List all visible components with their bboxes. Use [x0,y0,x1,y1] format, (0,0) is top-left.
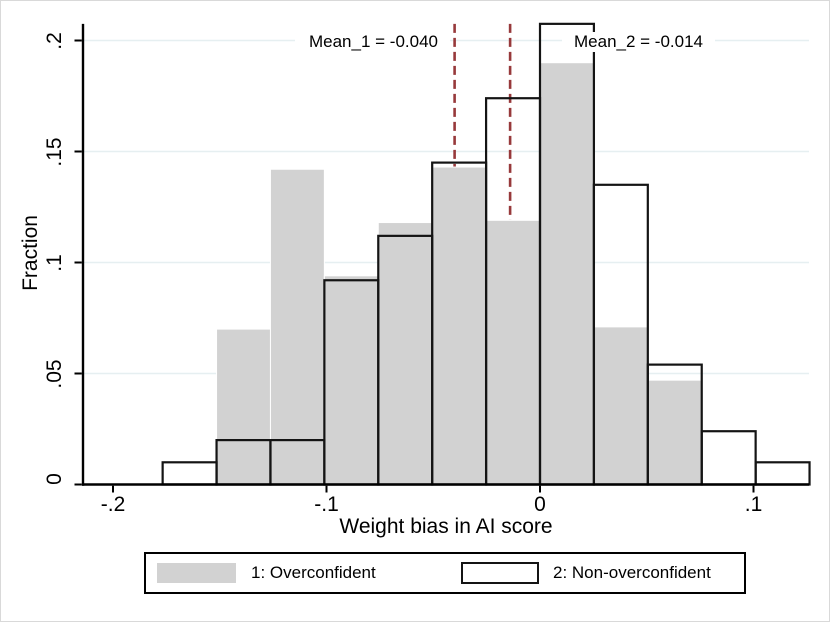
x-tick-label: 0 [534,493,546,516]
legend-label-overconfident: 1: Overconfident [251,563,376,582]
mean-1-annotation: Mean_1 = -0.040 [294,32,450,52]
bar-overconfident [647,379,703,485]
y-tick-label: .15 [43,136,66,167]
y-tick-label: .05 [43,358,66,389]
x-tick-label: -.2 [100,493,126,516]
bar-overconfident [269,168,325,485]
bar-non-overconfident [161,461,218,486]
legend-swatch-non-overconfident [461,562,539,584]
bar-non-overconfident [754,461,811,486]
bar-overconfident [539,62,595,485]
y-tick-label: .2 [43,31,66,50]
bar-overconfident [323,275,379,485]
y-tick-label: .1 [43,253,66,272]
legend-swatch-overconfident [157,563,236,583]
x-tick-label: .1 [744,493,763,516]
x-axis-title: Weight bias in AI score [339,515,553,538]
bar-overconfident [485,219,541,485]
x-tick-label: -.1 [314,493,339,516]
y-tick-label: 0 [43,473,66,485]
bar-overconfident [593,326,649,485]
legend: 1: Overconfident 2: Non-overconfident [144,552,746,594]
bar-overconfident [431,166,487,485]
y-axis-title: Fraction [19,215,42,291]
bar-overconfident [216,328,271,485]
bar-overconfident [377,222,433,485]
mean-2-annotation: Mean_2 = -0.014 [562,32,716,52]
bar-non-overconfident [700,430,757,486]
legend-label-non-overconfident: 2: Non-overconfident [553,563,711,582]
